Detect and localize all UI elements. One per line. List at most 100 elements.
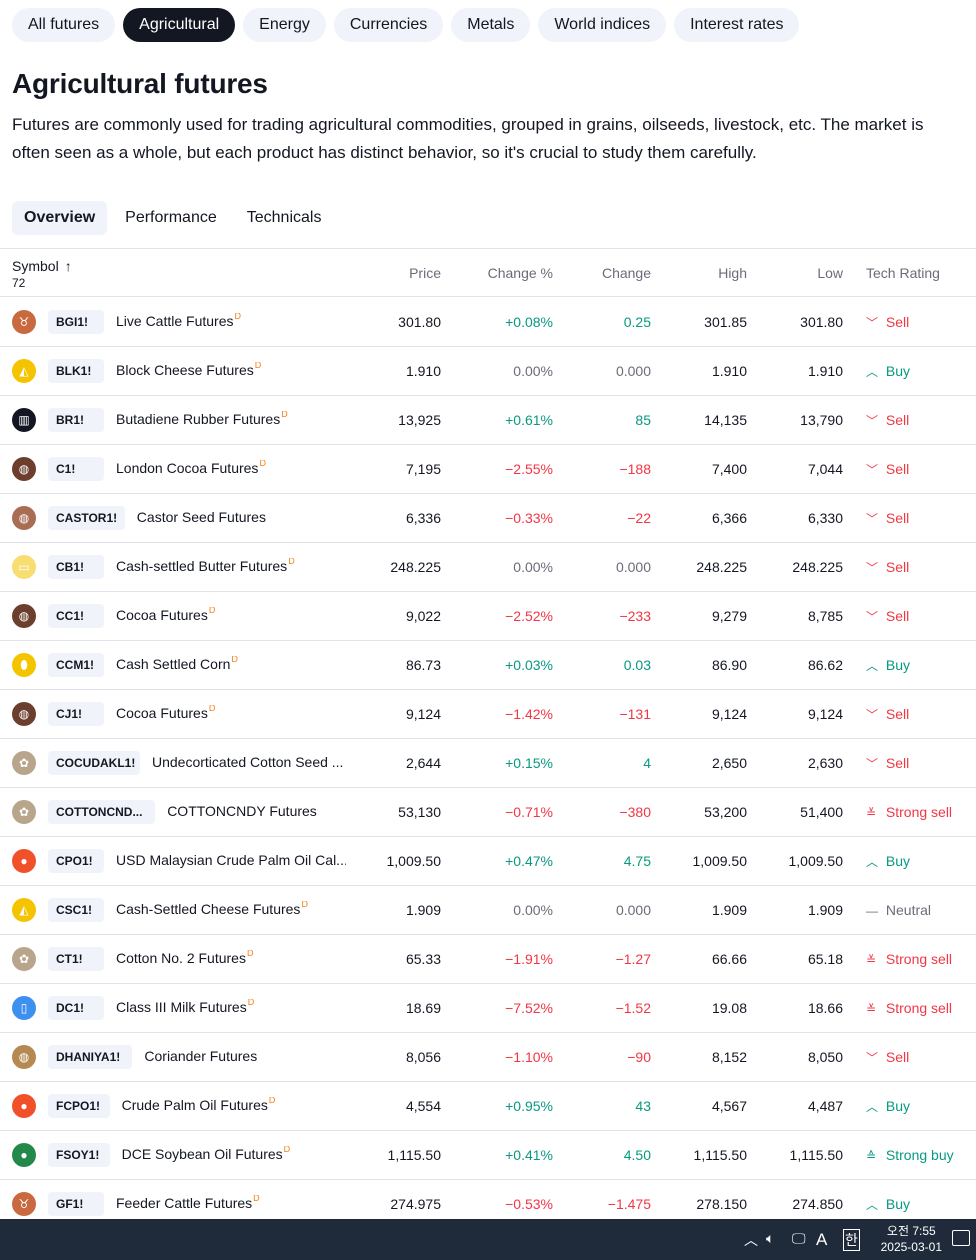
tab-technicals[interactable]: Technicals	[246, 209, 322, 226]
table-row[interactable]: ◍ C1! London Cocoa FuturesD 7,195 −2.55% −188…	[0, 445, 976, 494]
table-row[interactable]: ● FSOY1! DCE Soybean Oil FuturesD 1,115.50 +…	[0, 1131, 976, 1180]
ticker-badge[interactable]: BR1!	[48, 408, 104, 432]
column-header-low[interactable]: Low	[817, 265, 843, 281]
pill-metals[interactable]: Metals	[451, 8, 531, 42]
cotton-glyph: ✿	[18, 805, 30, 819]
table-row[interactable]: ⬮ CCM1! Cash Settled CornD 86.73 +0.03% 0.03 8…	[0, 641, 976, 690]
ime-korean-indicator[interactable]: 한	[843, 1229, 860, 1251]
pill-agricultural[interactable]: Agricultural	[123, 8, 236, 42]
instrument-name[interactable]: Cocoa FuturesD	[116, 607, 215, 623]
instrument-name[interactable]: Castor Seed Futures	[137, 509, 267, 525]
instrument-name[interactable]: Coriander Futures	[144, 1048, 258, 1064]
instrument-name[interactable]: Live Cattle FuturesD	[116, 313, 241, 329]
chevron-up-icon[interactable]: ︿	[744, 1232, 758, 1248]
table-row[interactable]: ▭ CB1! Cash-settled Butter FuturesD 248.225…	[0, 543, 976, 592]
instrument-name[interactable]: Cash Settled CornD	[116, 656, 238, 672]
table-row[interactable]: ◍ CASTOR1! Castor Seed Futures 6,336 −0.33% −…	[0, 494, 976, 543]
ticker-badge[interactable]: BGI1!	[48, 310, 104, 334]
network-icon[interactable]: 🖵︎	[792, 1230, 806, 1246]
column-header-high[interactable]: High	[718, 265, 747, 281]
column-header-price[interactable]: Price	[409, 265, 441, 281]
high-value: 1.909	[711, 902, 747, 918]
column-header-change-pct[interactable]: Change %	[487, 265, 553, 281]
ticker-badge[interactable]: DHANIYA1!	[48, 1045, 133, 1069]
pill-all-futures[interactable]: All futures	[12, 8, 116, 42]
table-row[interactable]: ◍ DHANIYA1! Coriander Futures 8,056 −1.10% −9…	[0, 1033, 976, 1082]
ticker-badge[interactable]: CJ1!	[48, 702, 104, 726]
tech-rating: ︿ Buy	[866, 1196, 910, 1213]
ticker-badge[interactable]: CC1!	[48, 604, 104, 628]
table-row[interactable]: ● CPO1! USD Malaysian Crude Palm Oil Cal..…	[0, 837, 976, 886]
ticker-badge[interactable]: CASTOR1!	[48, 506, 125, 530]
instrument-name[interactable]: Block Cheese FuturesD	[116, 362, 261, 378]
ticker-badge[interactable]: FCPO1!	[48, 1094, 110, 1118]
instrument-name[interactable]: London Cocoa FuturesD	[116, 460, 266, 476]
instrument-name[interactable]: Cotton No. 2 FuturesD	[116, 950, 253, 966]
ticker-badge[interactable]: GF1!	[48, 1192, 104, 1216]
speaker-icon[interactable]: 🔈︎	[766, 1230, 775, 1246]
pill-currencies[interactable]: Currencies	[333, 8, 444, 42]
instrument-name-text: Cocoa Futures	[116, 705, 208, 721]
ticker-badge[interactable]: CB1!	[48, 555, 104, 579]
table-row[interactable]: ▥ BR1! Butadiene Rubber FuturesD 13,925 +0.6…	[0, 396, 976, 445]
table-row[interactable]: ◭ CSC1! Cash-Settled Cheese FuturesD 1.909 0…	[0, 886, 976, 935]
table-row[interactable]: ♉ BGI1! Live Cattle FuturesD 301.80 +0.08% 0.…	[0, 298, 976, 347]
table-row[interactable]: ✿ CT1! Cotton No. 2 FuturesD 65.33 −1.91% −1.…	[0, 935, 976, 984]
instrument-name[interactable]: Cash-Settled Cheese FuturesD	[116, 901, 308, 917]
corn-icon: ⬮	[12, 653, 36, 677]
table-row[interactable]: ● FCPO1! Crude Palm Oil FuturesD 4,554 +0.95…	[0, 1082, 976, 1131]
table-row[interactable]: ♉ GF1! Feeder Cattle FuturesD 274.975 −0.53%…	[0, 1180, 976, 1229]
price-value: 1,009.50	[386, 853, 442, 869]
instrument-name[interactable]: Undecorticated Cotton Seed ...	[152, 754, 344, 770]
instrument-name-text: Cash-settled Butter Futures	[116, 558, 288, 574]
column-header-change[interactable]: Change	[601, 265, 651, 281]
tech-rating: ﹀ Sell	[866, 559, 909, 576]
ime-mode-indicator[interactable]: A	[816, 1230, 828, 1249]
notification-icon[interactable]	[952, 1230, 970, 1246]
pill-energy[interactable]: Energy	[243, 8, 326, 42]
column-header-tech-rating[interactable]: Tech Rating	[866, 265, 940, 281]
table-row[interactable]: ◭ BLK1! Block Cheese FuturesD 1.910 0.00% 0.0…	[0, 347, 976, 396]
table-row[interactable]: ◍ CJ1! Cocoa FuturesD 9,124 −1.42% −131 9,124 9…	[0, 690, 976, 739]
clock-time: 오전 7:55	[886, 1224, 936, 1238]
ticker-badge[interactable]: CT1!	[48, 947, 104, 971]
low-value: 248.225	[792, 559, 843, 575]
ticker-badge[interactable]: CCM1!	[48, 653, 104, 677]
instrument-name[interactable]: COTTONCNDY Futures	[167, 803, 318, 819]
ticker-badge[interactable]: C1!	[48, 457, 104, 481]
tab-overview[interactable]: Overview	[12, 201, 108, 235]
instrument-name[interactable]: Butadiene Rubber FuturesD	[116, 411, 288, 427]
table-row[interactable]: ◍ CC1! Cocoa FuturesD 9,022 −2.52% −233 9,279 8…	[0, 592, 976, 641]
ticker-badge[interactable]: COCUDAKL1!	[48, 751, 140, 775]
tech-rating-label: Sell	[885, 1049, 910, 1065]
seed-glyph: ◍	[18, 1050, 30, 1064]
tab-performance[interactable]: Performance	[125, 209, 217, 226]
table-row[interactable]: ✿ COTTONCND... COTTONCNDY Futures 53,130 −0.…	[0, 788, 976, 837]
instrument-name[interactable]: Feeder Cattle FuturesD	[116, 1195, 260, 1211]
change-value: 0.000	[615, 559, 651, 575]
pill-world-indices[interactable]: World indices	[538, 8, 667, 42]
ticker-badge[interactable]: FSOY1!	[48, 1143, 110, 1167]
change-value: −233	[619, 608, 651, 624]
instrument-name[interactable]: USD Malaysian Crude Palm Oil Cal...D	[116, 852, 346, 868]
table-row[interactable]: ✿ COCUDAKL1! Undecorticated Cotton Seed ..…	[0, 739, 976, 788]
table-row[interactable]: ▯ DC1! Class III Milk FuturesD 18.69 −7.52% −…	[0, 984, 976, 1033]
instrument-name[interactable]: DCE Soybean Oil FuturesD	[122, 1146, 291, 1162]
ticker-badge[interactable]: BLK1!	[48, 359, 104, 383]
sort-arrow-up-icon[interactable]: ↑	[64, 258, 72, 274]
instrument-name[interactable]: Class III Milk FuturesD	[116, 999, 254, 1015]
high-value: 9,124	[711, 706, 747, 722]
instrument-name[interactable]: Cocoa FuturesD	[116, 705, 215, 721]
clock[interactable]: 오전 7:55 2025-03-01	[881, 1223, 942, 1255]
ticker-badge[interactable]: COTTONCND...	[48, 800, 156, 824]
clock-date: 2025-03-01	[880, 1240, 942, 1254]
column-header-symbol[interactable]: Symbol ↑	[12, 258, 72, 274]
cotton-glyph: ✿	[18, 756, 30, 770]
pill-interest-rates[interactable]: Interest rates	[674, 8, 800, 42]
ticker-badge[interactable]: CPO1!	[48, 849, 104, 873]
ticker-badge[interactable]: CSC1!	[48, 898, 104, 922]
instrument-name[interactable]: Crude Palm Oil FuturesD	[122, 1097, 276, 1113]
ticker-badge[interactable]: DC1!	[48, 996, 104, 1020]
instrument-name[interactable]: Cash-settled Butter FuturesD	[116, 558, 295, 574]
price-value: 53,130	[398, 804, 441, 820]
